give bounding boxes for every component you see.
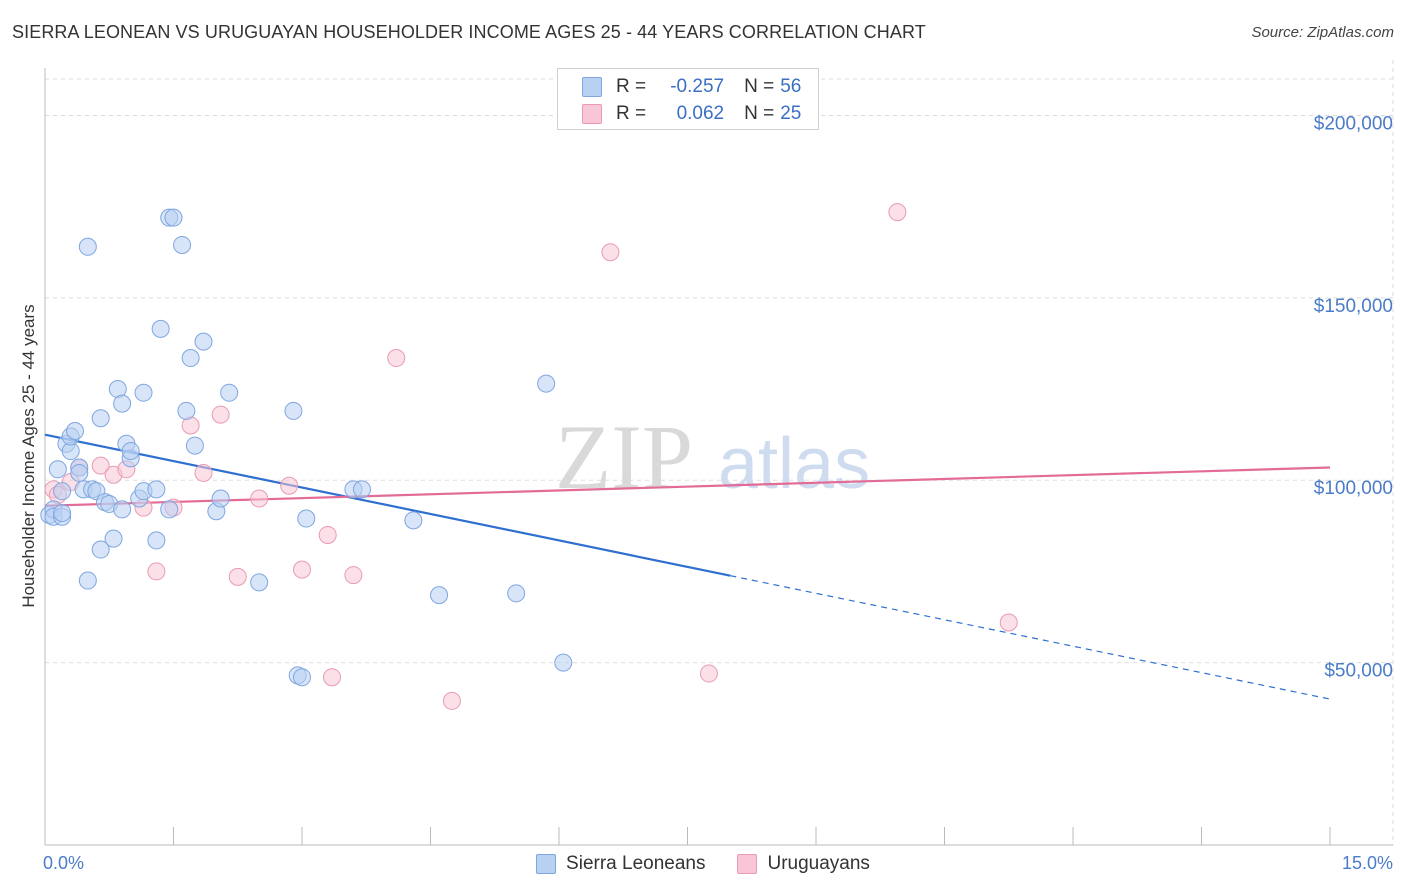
point-sierra-leoneans — [78, 571, 97, 590]
legend-label: Uruguayans — [767, 853, 870, 874]
series-uruguayans — [44, 203, 1018, 710]
point-sierra-leoneans — [284, 401, 303, 420]
point-sierra-leoneans — [507, 584, 526, 603]
point-uruguayans — [147, 562, 166, 581]
n-label: N = — [744, 76, 775, 97]
point-sierra-leoneans — [53, 504, 72, 523]
point-sierra-leoneans — [211, 489, 230, 508]
point-sierra-leoneans — [250, 573, 269, 592]
point-sierra-leoneans — [104, 529, 123, 548]
point-sierra-leoneans — [78, 237, 97, 256]
point-sierra-leoneans — [537, 374, 556, 393]
watermark-atlas: atlas — [718, 424, 870, 504]
point-sierra-leoneans — [297, 509, 316, 528]
point-sierra-leoneans — [194, 332, 213, 351]
point-uruguayans — [250, 489, 269, 508]
point-uruguayans — [344, 566, 363, 585]
point-sierra-leoneans — [147, 531, 166, 550]
point-sierra-leoneans — [151, 319, 170, 338]
n-value: 56 — [780, 76, 802, 97]
point-sierra-leoneans — [113, 394, 132, 413]
legend-item-uruguayans: Uruguayans — [737, 853, 870, 875]
point-sierra-leoneans — [430, 586, 449, 605]
point-sierra-leoneans — [352, 480, 371, 499]
point-sierra-leoneans — [91, 540, 110, 559]
n-label: N = — [744, 103, 775, 124]
point-uruguayans — [293, 560, 311, 579]
chart-title: SIERRA LEONEAN VS URUGUAYAN HOUSEHOLDER … — [12, 22, 926, 42]
point-sierra-leoneans — [53, 482, 72, 501]
n-value: 25 — [780, 103, 802, 124]
axes — [44, 68, 1393, 846]
blue-swatch — [536, 854, 557, 874]
y-tick-label: $200,000 — [1314, 113, 1393, 134]
point-uruguayans — [999, 613, 1018, 632]
point-sierra-leoneans — [185, 436, 204, 455]
point-sierra-leoneans — [121, 442, 140, 461]
point-sierra-leoneans — [70, 463, 89, 482]
point-uruguayans — [280, 476, 299, 495]
legend-row-uruguayans: R = 0.062 N = 25 — [582, 102, 801, 126]
legend-item-sierra-leoneans: Sierra Leoneans — [536, 853, 705, 875]
point-sierra-leoneans — [181, 349, 200, 368]
point-uruguayans — [91, 456, 110, 475]
point-sierra-leoneans — [113, 500, 132, 519]
r-value: 0.062 — [676, 103, 725, 124]
watermark: ZIP atlas — [555, 406, 870, 508]
point-uruguayans — [387, 349, 406, 368]
y-axis-label: Householder Income Ages 25 - 44 years — [19, 304, 38, 607]
point-sierra-leoneans — [293, 668, 311, 687]
r-label: R = — [616, 76, 647, 97]
y-tick-label: $150,000 — [1314, 296, 1393, 317]
r-label: R = — [616, 103, 647, 124]
point-sierra-leoneans — [134, 383, 153, 402]
legend-row-sierra-leoneans: R = -0.257 N = 56 — [582, 75, 801, 99]
series-legend: Sierra Leoneans Uruguayans — [0, 852, 1406, 876]
tick-labels: $50,000 $100,000 $150,000 $200,000 0.0% 15.0% — [43, 113, 1393, 873]
point-sierra-leoneans — [404, 511, 423, 530]
point-sierra-leoneans — [164, 208, 183, 227]
point-uruguayans — [211, 405, 230, 424]
point-sierra-leoneans — [91, 409, 110, 428]
r-value: -0.257 — [670, 76, 725, 97]
point-uruguayans — [318, 525, 337, 544]
point-sierra-leoneans — [220, 383, 239, 402]
point-sierra-leoneans — [160, 500, 179, 519]
x-tick-label: 15.0% — [1342, 853, 1393, 873]
trend-line-sierra-leoneans-extension — [730, 575, 1331, 700]
point-sierra-leoneans — [177, 401, 196, 420]
y-tick-label: $100,000 — [1314, 478, 1393, 499]
point-sierra-leoneans — [554, 653, 573, 672]
watermark-zip: ZIP — [555, 406, 693, 508]
source-credit: Source: ZipAtlas.com — [1251, 24, 1394, 41]
x-tick-label: 0.0% — [43, 853, 84, 873]
pink-swatch — [737, 854, 758, 874]
point-uruguayans — [442, 691, 461, 710]
point-sierra-leoneans — [173, 235, 192, 254]
point-sierra-leoneans — [48, 460, 67, 479]
y-tick-label: $50,000 — [1324, 661, 1393, 682]
point-sierra-leoneans — [147, 480, 166, 499]
blue-swatch — [582, 77, 602, 97]
point-uruguayans — [228, 567, 247, 586]
point-uruguayans — [888, 203, 907, 222]
point-uruguayans — [601, 243, 620, 262]
trend-line-sierra-leoneans — [44, 433, 731, 577]
correlation-legend: R = -0.257 N = 56 R = 0.062 N = 25 — [557, 68, 819, 130]
point-uruguayans — [699, 664, 718, 683]
point-uruguayans — [194, 463, 213, 482]
legend-label: Sierra Leoneans — [566, 853, 706, 874]
pink-swatch — [582, 104, 602, 124]
point-sierra-leoneans — [65, 421, 84, 440]
point-uruguayans — [322, 668, 341, 687]
series-sierra-leoneans — [40, 208, 573, 687]
